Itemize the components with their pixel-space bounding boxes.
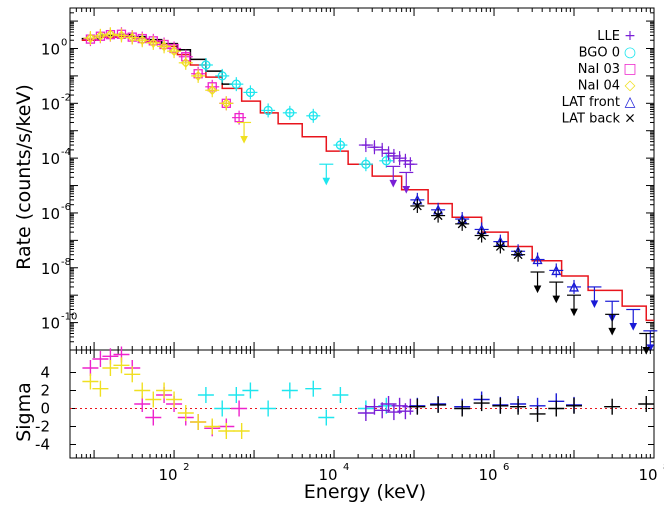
nai-04-point bbox=[105, 29, 116, 40]
lle-point bbox=[370, 143, 379, 152]
y-tick-label-exponent: -4 bbox=[61, 147, 71, 158]
lle-limit-arrow bbox=[402, 185, 411, 194]
nai-04-point bbox=[169, 46, 179, 57]
x-tick-label: 10 bbox=[159, 466, 178, 484]
legend-label: NaI 04 bbox=[578, 79, 620, 94]
nai-04-point bbox=[207, 85, 218, 96]
legend-label: LAT back bbox=[562, 112, 621, 127]
y-tick-label: 10 bbox=[41, 40, 60, 58]
sigma-tick-label: -4 bbox=[35, 436, 50, 454]
lat-front-limit-arrow bbox=[629, 323, 638, 331]
x-tick-label: 10 bbox=[478, 466, 497, 484]
bgo-0-point bbox=[381, 156, 391, 166]
bgo-0-point bbox=[217, 71, 227, 81]
nai-04-point bbox=[148, 37, 159, 48]
nai-04-point bbox=[159, 41, 169, 52]
nai-03-point bbox=[234, 112, 244, 123]
bgo-0-point bbox=[263, 105, 273, 116]
legend-symbol: × bbox=[624, 111, 636, 127]
legend-label: LLE bbox=[597, 29, 620, 44]
legend-symbol: ◇ bbox=[625, 78, 636, 94]
lle-point bbox=[361, 141, 370, 150]
y-tick-label-exponent: -6 bbox=[61, 202, 71, 213]
nai-04-point bbox=[137, 35, 148, 46]
lat-front-point bbox=[568, 281, 580, 292]
legend-symbol: □ bbox=[623, 61, 636, 77]
y-tick-label: 10 bbox=[41, 95, 60, 113]
lat-back-limit-arrow bbox=[552, 295, 561, 304]
sigma-axis-label: Sigma bbox=[13, 382, 35, 442]
y-tick-label: 10 bbox=[41, 205, 60, 223]
nai-04-point bbox=[116, 30, 127, 41]
legend-label: LAT front bbox=[562, 95, 620, 110]
bgo-0-point bbox=[308, 111, 318, 121]
nai-04-point bbox=[193, 70, 204, 81]
lat-back-limit-arrow bbox=[533, 285, 542, 294]
x-tick-label-exponent: 6 bbox=[503, 462, 509, 473]
lat-back-point bbox=[477, 231, 487, 240]
y-tick-label: 10 bbox=[41, 315, 60, 333]
y-tick-label-exponent: -8 bbox=[61, 257, 71, 268]
lle-point bbox=[378, 145, 387, 154]
legend-symbol: ○ bbox=[624, 45, 636, 61]
sigma-tick-label: -2 bbox=[35, 418, 50, 436]
y-axis-label: Rate (counts/s/keV) bbox=[13, 84, 35, 270]
x-tick-label: 10 bbox=[638, 466, 657, 484]
top-plot-frame bbox=[69, 7, 655, 351]
nai-04-point bbox=[180, 57, 191, 68]
lat-back-point bbox=[495, 241, 505, 251]
bottom-plot-frame bbox=[69, 349, 655, 459]
bgo-0-point bbox=[201, 60, 211, 70]
lat-back-point bbox=[412, 201, 422, 211]
lat-back-limit-arrow bbox=[608, 327, 616, 336]
model-red bbox=[81, 35, 654, 322]
bgo-0-point bbox=[285, 108, 295, 118]
lat-back-point bbox=[513, 250, 523, 260]
bgo-0-point bbox=[335, 140, 346, 150]
y-tick-label-exponent: -2 bbox=[61, 92, 71, 103]
x-axis-label: Energy (keV) bbox=[304, 481, 426, 503]
y-tick-label: 10 bbox=[41, 260, 60, 278]
y-tick-label-exponent: 0 bbox=[61, 37, 67, 48]
legend-label: NaI 03 bbox=[578, 62, 620, 77]
x-tick-label-exponent: 4 bbox=[343, 462, 349, 473]
bgo-0-limit-arrow bbox=[322, 177, 331, 186]
nai-04-point bbox=[85, 33, 96, 43]
bgo-0-point bbox=[245, 87, 256, 98]
y-tick-label: 10 bbox=[41, 150, 60, 168]
legend: LLE + BGO 0 ○ NaI 03 □NaI 04 ◇ LAT front △ LAT ba… bbox=[562, 28, 637, 127]
lle-point bbox=[406, 160, 415, 169]
lat-front-point bbox=[532, 254, 543, 265]
sigma-tick-label: 4 bbox=[40, 364, 50, 382]
lat-back-point bbox=[457, 219, 467, 229]
lat-front-point bbox=[551, 264, 562, 276]
nai-04-point bbox=[127, 32, 138, 43]
bgo-0-point bbox=[361, 159, 371, 169]
top-panel bbox=[69, 7, 658, 355]
lle-point bbox=[401, 156, 410, 165]
legend-label: BGO 0 bbox=[579, 46, 620, 61]
nai-04-point bbox=[95, 30, 106, 41]
lat-back-limit-arrow bbox=[570, 308, 578, 317]
nai-04-limit-arrow bbox=[240, 135, 248, 144]
sigma-tick-label: 0 bbox=[40, 400, 50, 418]
x-tick-label-exponent: 2 bbox=[183, 462, 189, 473]
legend-symbol: △ bbox=[625, 94, 636, 110]
bgo-0-point bbox=[231, 79, 241, 89]
lle-limit-arrow bbox=[389, 179, 398, 188]
sigma-tick-label: 2 bbox=[40, 382, 50, 400]
lat-front-limit-arrow bbox=[590, 300, 599, 309]
nai-04-point bbox=[221, 98, 232, 109]
bottom-panel bbox=[69, 346, 655, 459]
y-tick-label-exponent: -10 bbox=[61, 312, 77, 323]
x-tick-label: 10 bbox=[318, 466, 337, 484]
legend-symbol: + bbox=[624, 28, 636, 44]
lat-back-point bbox=[433, 211, 443, 221]
